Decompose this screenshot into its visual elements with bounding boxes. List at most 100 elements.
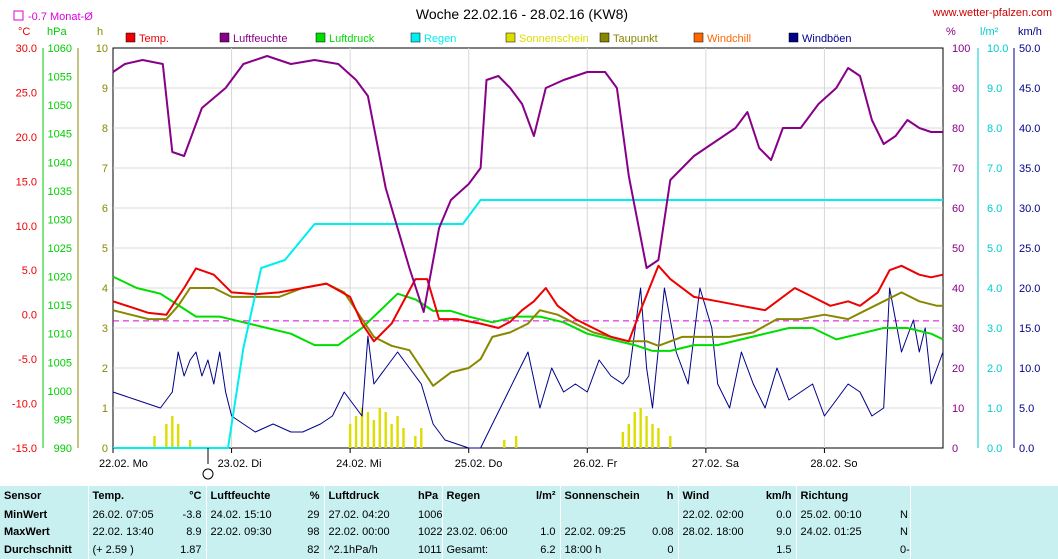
sunshine-bar <box>402 428 405 448</box>
rain-time: 23.02. 06:00 <box>441 523 532 542</box>
wind-axis-tick: 0.0 <box>1019 443 1034 455</box>
temp-axis-tick: 10.0 <box>16 221 37 233</box>
direction-time <box>795 541 896 559</box>
temp-time: 26.02. 07:05 <box>87 505 176 524</box>
direction-value: N <box>900 508 908 521</box>
wind-axis-tick: 10.0 <box>1019 363 1040 375</box>
sunshine-bar <box>171 416 174 448</box>
legend-label: Taupunkt <box>613 33 658 45</box>
humidity-value: 29 <box>307 508 320 521</box>
sunshine-bar <box>177 424 180 448</box>
stats-header-row: Sensor Temp. °C Luftfeuchte % Luftdruck … <box>0 486 1058 506</box>
sun-axis-tick: 4 <box>102 283 108 295</box>
pressure-axis-tick: 1060 <box>48 43 72 55</box>
header-temp: Temp. <box>87 486 176 506</box>
rain-time: Gesamt: <box>441 541 532 559</box>
x-tick-label: 28.02. So <box>810 458 857 470</box>
sun-axis-tick: 0 <box>102 443 108 455</box>
legend-label: Sonnenschein <box>519 33 589 45</box>
row-label: Durchschnitt <box>4 544 72 557</box>
rain-axis-tick: 4.0 <box>987 283 1002 295</box>
sun-axis-tick: 2 <box>102 363 108 375</box>
header-sun: Sonnenschein <box>559 486 648 506</box>
rain-value <box>532 506 560 524</box>
legend: Temp. Luftfeuchte Luftdruck Regen Sonnensche… <box>125 32 852 45</box>
temp-time: 22.02. 13:40 <box>87 523 176 542</box>
sunshine-bar <box>153 436 156 448</box>
sun-axis-tick: 10 <box>96 43 108 55</box>
header-pressure-unit: hPa <box>418 489 439 502</box>
temp-value: -3.8 <box>182 508 202 521</box>
x-axis-labels: 22.02. Mo 23.02. Di 24.02. Mi 25.02. Do 26.0… <box>99 448 858 470</box>
rain-time <box>441 505 532 524</box>
stats-row-avg: Durchschnitt (+ 2.59 ) 1.87 82 ^2.1hPa/h… <box>0 541 1058 559</box>
header-direction: Richtung <box>795 486 896 506</box>
pressure-axis-tick: 1005 <box>48 357 72 369</box>
stats-table: Sensor Temp. °C Luftfeuchte % Luftdruck … <box>0 486 1058 559</box>
sunshine-bar <box>354 416 358 448</box>
legend-swatch <box>410 32 421 43</box>
legend-swatch <box>693 32 704 43</box>
monthly-avg-marker-icon <box>13 10 24 21</box>
series-luftfeuchte <box>112 55 943 313</box>
header-wind: Wind <box>677 486 760 506</box>
sun-value <box>648 506 678 524</box>
header-wind-unit: km/h <box>765 489 792 502</box>
wind-axis-tick: 45.0 <box>1019 83 1040 95</box>
rain-axis-tick: 0.0 <box>987 443 1002 455</box>
sun-axis-unit: h <box>97 26 103 38</box>
x-tick-label: 22.02. Mo <box>99 458 148 470</box>
sunshine-bar <box>669 436 672 448</box>
pressure-axis-tick: 1035 <box>48 186 72 198</box>
rain-value: 1.0 <box>540 526 556 539</box>
legend-swatch <box>505 32 516 43</box>
pressure-axis-tick: 1040 <box>48 157 72 169</box>
legend-label: Luftfeuchte <box>233 33 287 45</box>
sunshine-bar <box>372 420 376 448</box>
sun-axis-tick: 3 <box>102 323 108 335</box>
pressure-axis-tick: 1000 <box>48 386 72 398</box>
sunshine-bars <box>153 408 672 448</box>
rain-axis-tick: 9.0 <box>987 83 1002 95</box>
humidity-axis-tick: 80 <box>952 123 964 135</box>
sunshine-bar <box>503 440 506 448</box>
header-rain-unit: l/m² <box>536 489 556 502</box>
sunshine-bar <box>390 424 393 448</box>
humidity-axis-unit: % <box>946 26 956 38</box>
source-link[interactable]: www.wetter-pfalzen.com <box>932 7 1052 19</box>
sun-axis-tick: 8 <box>102 123 108 135</box>
wind-value: 1.5 <box>776 544 792 557</box>
x-tick-label: 27.02. Sa <box>692 458 740 470</box>
rain-axis-unit: l/m² <box>980 26 999 38</box>
humidity-axis-tick: 10 <box>952 403 964 415</box>
humidity-time: 22.02. 09:30 <box>205 523 296 542</box>
pressure-axis-unit: hPa <box>47 26 67 38</box>
rain-value: 6.2 <box>540 544 556 557</box>
header-rain: Regen <box>441 486 532 506</box>
sun-value: 0 <box>667 544 674 557</box>
humidity-axis-tick: 0 <box>952 443 958 455</box>
temp-time: (+ 2.59 ) <box>87 541 176 559</box>
sunshine-bar <box>639 408 642 448</box>
sun-time <box>559 505 648 524</box>
pressure-axis-tick: 1010 <box>48 329 72 341</box>
header-sun-unit: h <box>666 489 674 502</box>
temp-axis-tick: 20.0 <box>16 132 37 144</box>
sun-value: 0.08 <box>652 526 674 539</box>
row-label: MaxWert <box>4 526 50 539</box>
rain-axis-tick: 1.0 <box>987 403 1002 415</box>
sunshine-bar <box>360 408 364 448</box>
wind-axis-tick: 30.0 <box>1019 203 1040 215</box>
humidity-axis-tick: 20 <box>952 363 964 375</box>
pressure-axis-tick: 1050 <box>48 100 72 112</box>
rain-axis-tick: 3.0 <box>987 323 1002 335</box>
weather-week-chart: Woche 22.02.16 - 28.02.16 (KW8) www.wett… <box>11 6 1052 480</box>
legend-swatch <box>219 32 230 43</box>
wind-axis-tick: 5.0 <box>1019 403 1034 415</box>
pressure-time: 22.02. 00:00 <box>323 523 414 542</box>
header-pressure: Luftdruck <box>323 486 414 506</box>
sunshine-bar <box>420 428 423 448</box>
pressure-axis-tick: 1025 <box>48 243 72 255</box>
legend-swatch <box>315 32 326 43</box>
sunshine-bar <box>645 416 648 448</box>
